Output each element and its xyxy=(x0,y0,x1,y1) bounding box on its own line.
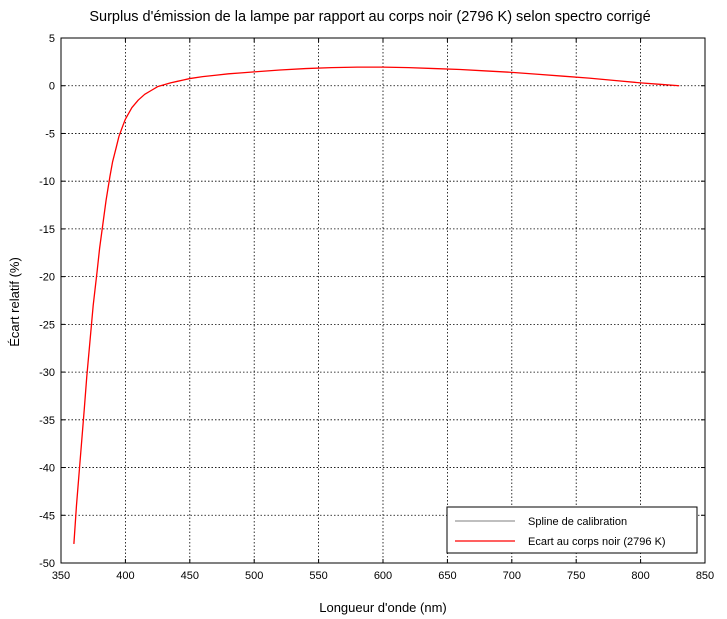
legend-box xyxy=(446,506,698,554)
x-tick-label: 850 xyxy=(696,570,714,582)
x-tick-label: 650 xyxy=(438,570,456,582)
y-tick-label: 5 xyxy=(49,33,55,45)
y-tick-label: -25 xyxy=(39,319,55,331)
x-tick-label: 750 xyxy=(567,570,585,582)
x-tick-label: 350 xyxy=(52,570,70,582)
y-tick-label: -45 xyxy=(39,510,55,522)
legend-label-spline: Spline de calibration xyxy=(528,516,627,528)
x-tick-label: 500 xyxy=(245,570,263,582)
x-tick-label: 700 xyxy=(503,570,521,582)
axis-ticks: 350 400 450 500 550 600 650 700 750 800 850 5 0 -5 -10… xyxy=(39,33,714,582)
legend: Spline de calibration Ecart au corps noi… xyxy=(446,506,698,554)
legend-label-ecart: Ecart au corps noir (2796 K) xyxy=(528,536,666,548)
y-tick-label: -15 xyxy=(39,224,55,236)
x-tick-label: 450 xyxy=(181,570,199,582)
y-tick-label: -10 xyxy=(39,176,55,188)
series-line-1 xyxy=(73,66,680,544)
y-tick-label: -50 xyxy=(39,558,55,570)
grid-lines xyxy=(61,38,705,563)
x-tick-label: 400 xyxy=(116,570,134,582)
y-tick-label: -30 xyxy=(39,367,55,379)
y-tick-label: -20 xyxy=(39,272,55,284)
y-tick-label: -5 xyxy=(45,128,55,140)
y-tick-label: -40 xyxy=(39,463,55,475)
x-tick-label: 550 xyxy=(309,570,327,582)
y-axis-label: Écart relatif (%) xyxy=(7,257,22,347)
y-tick-label: -35 xyxy=(39,415,55,427)
chart-title: Surplus d'émission de la lampe par rappo… xyxy=(89,9,650,25)
x-tick-label: 600 xyxy=(374,570,392,582)
y-tick-label: 0 xyxy=(49,81,55,93)
x-tick-label: 800 xyxy=(631,570,649,582)
x-axis-label: Longueur d'onde (nm) xyxy=(319,600,447,615)
data-series xyxy=(73,66,680,544)
